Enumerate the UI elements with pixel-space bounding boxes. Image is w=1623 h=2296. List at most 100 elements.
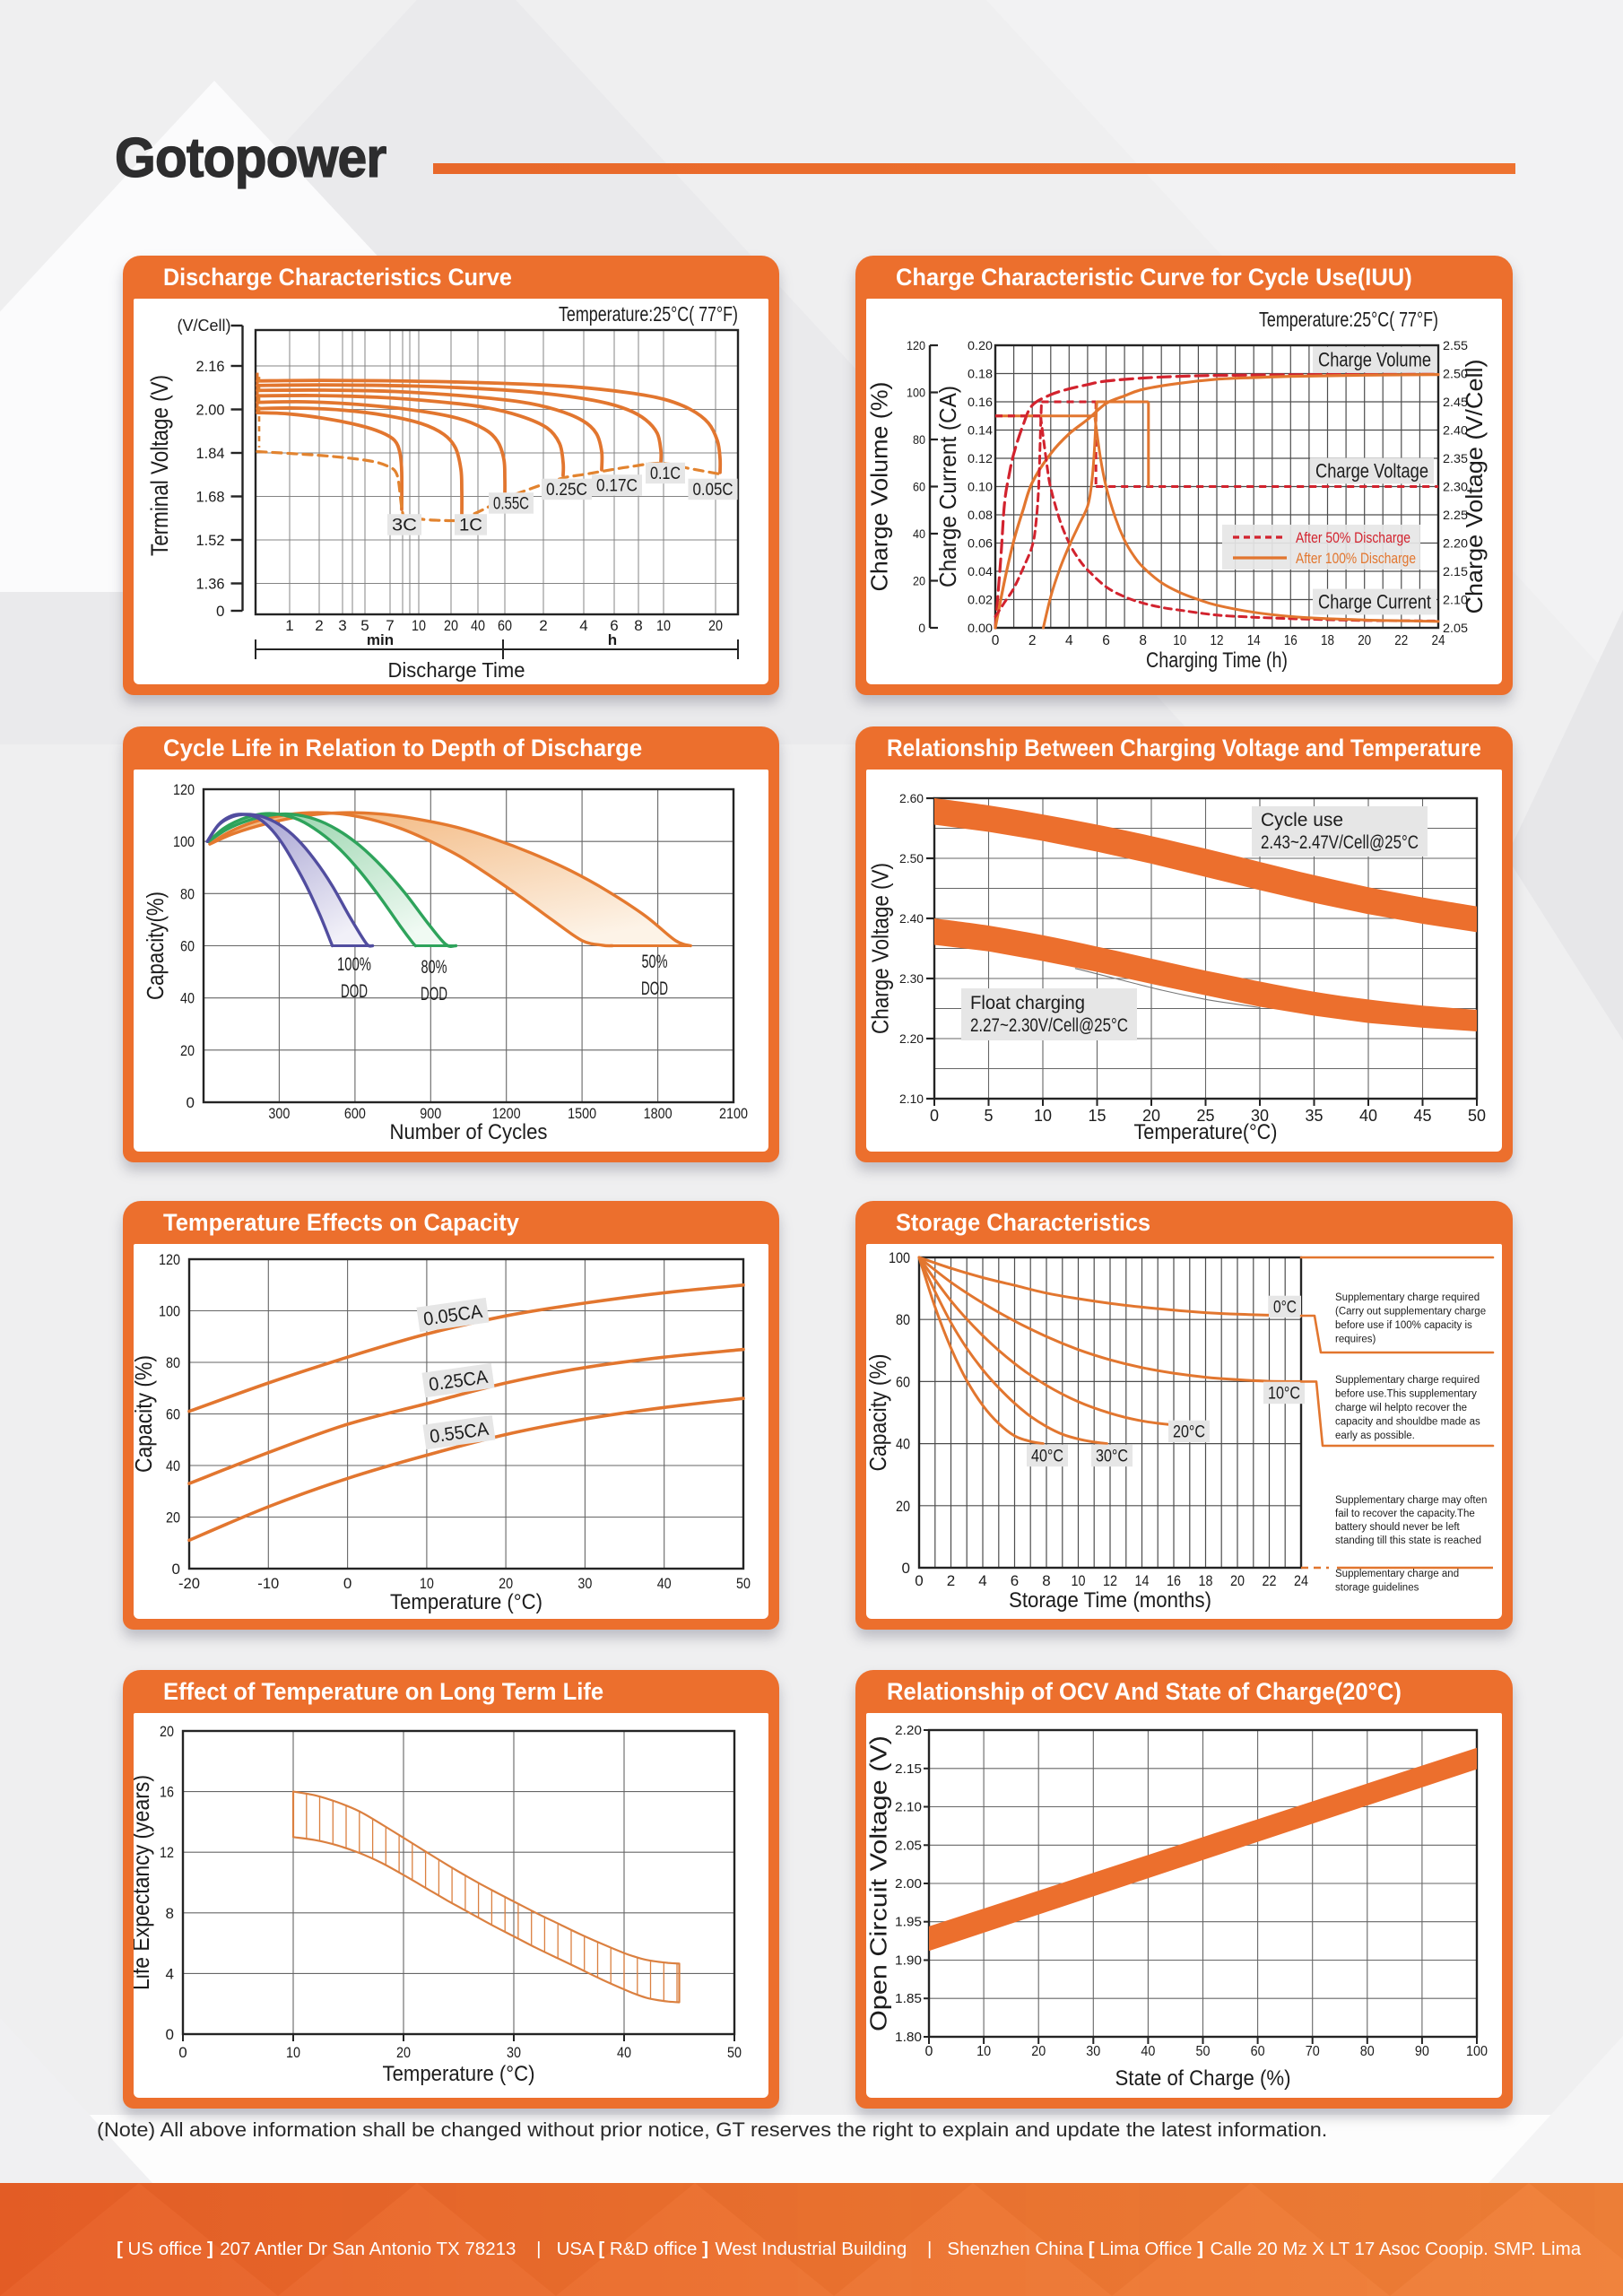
svg-text:2.20: 2.20: [899, 1031, 924, 1046]
svg-text:Charge Voltage: Charge Voltage: [1315, 460, 1428, 483]
svg-text:0: 0: [166, 2026, 174, 2043]
svg-text:Supplementary charge required: Supplementary charge required: [1335, 1292, 1480, 1303]
svg-text:0.05C: 0.05C: [693, 481, 733, 500]
svg-text:0.12: 0.12: [968, 451, 993, 465]
svg-text:4: 4: [1065, 633, 1073, 648]
svg-text:2.60: 2.60: [899, 791, 924, 805]
svg-text:10: 10: [1072, 1572, 1086, 1589]
svg-text:80: 80: [180, 885, 195, 902]
svg-text:0.06: 0.06: [968, 536, 993, 551]
svg-text:10: 10: [1173, 633, 1186, 648]
svg-text:before use.This supplementary: before use.This supplementary: [1335, 1389, 1477, 1400]
svg-text:2.43~2.47V/Cell@25°C: 2.43~2.47V/Cell@25°C: [1261, 832, 1419, 853]
svg-text:fail to recover the capacity.T: fail to recover the capacity.The: [1335, 1509, 1475, 1519]
svg-text:8: 8: [1042, 1572, 1050, 1589]
svg-text:40: 40: [1359, 1107, 1377, 1125]
svg-text:0.17C: 0.17C: [596, 477, 638, 496]
svg-text:2.16: 2.16: [196, 358, 225, 375]
svg-text:0: 0: [178, 2044, 187, 2061]
svg-text:120: 120: [907, 338, 925, 352]
svg-text:80: 80: [896, 1311, 910, 1328]
svg-text:2: 2: [315, 617, 323, 634]
svg-text:0.25C: 0.25C: [546, 481, 587, 500]
svg-text:100%: 100%: [337, 954, 371, 975]
svg-text:1200: 1200: [492, 1105, 521, 1122]
svg-text:2.27~2.30V/Cell@25°C: 2.27~2.30V/Cell@25°C: [970, 1015, 1128, 1036]
svg-text:Charge Voltage (V): Charge Voltage (V): [867, 863, 894, 1034]
svg-text:120: 120: [173, 781, 195, 798]
svg-text:Temperature(°C): Temperature(°C): [1134, 1120, 1278, 1144]
svg-text:30: 30: [1086, 2044, 1100, 2059]
svg-text:4: 4: [166, 1965, 174, 1982]
svg-text:1.36: 1.36: [196, 576, 225, 593]
svg-text:0: 0: [216, 603, 224, 620]
svg-text:3: 3: [338, 617, 346, 634]
svg-text:2.00: 2.00: [895, 1876, 922, 1892]
svg-text:0.18: 0.18: [968, 367, 993, 381]
svg-text:charge wil helpto recover the: charge wil helpto recover the: [1335, 1403, 1467, 1413]
svg-text:20: 20: [160, 1723, 174, 1740]
svg-text:1800: 1800: [644, 1105, 673, 1122]
svg-text:2.40: 2.40: [1443, 423, 1468, 438]
svg-text:0°C: 0°C: [1273, 1299, 1297, 1318]
svg-text:2.40: 2.40: [899, 911, 924, 926]
svg-text:16: 16: [160, 1784, 174, 1801]
svg-text:22: 22: [1394, 633, 1408, 648]
svg-text:20: 20: [396, 2044, 411, 2061]
svg-text:14: 14: [1247, 633, 1261, 648]
svg-text:State of Charge (%): State of Charge (%): [1115, 2066, 1291, 2091]
svg-text:20: 20: [444, 617, 458, 634]
svg-text:1.90: 1.90: [895, 1953, 922, 1969]
svg-text:0: 0: [918, 621, 925, 635]
svg-text:50: 50: [1468, 1107, 1486, 1125]
svg-text:min: min: [367, 631, 394, 648]
svg-text:Capacity (%): Capacity (%): [866, 1354, 891, 1472]
svg-text:25: 25: [1197, 1107, 1215, 1125]
svg-text:Temperature:25°C( 77°F): Temperature:25°C( 77°F): [1259, 308, 1438, 331]
svg-text:20: 20: [708, 617, 723, 634]
svg-text:10: 10: [1034, 1107, 1052, 1125]
svg-text:2.55: 2.55: [1443, 338, 1468, 352]
svg-text:0: 0: [187, 1094, 195, 1111]
svg-text:1C: 1C: [459, 517, 482, 535]
svg-text:80: 80: [913, 432, 925, 447]
svg-text:Cycle use: Cycle use: [1261, 810, 1343, 831]
svg-text:6: 6: [1102, 633, 1110, 648]
svg-text:60: 60: [166, 1406, 180, 1423]
svg-text:2: 2: [1028, 633, 1037, 648]
svg-text:2.05: 2.05: [1443, 621, 1468, 635]
svg-text:2.50: 2.50: [1443, 367, 1468, 381]
svg-text:100: 100: [889, 1249, 910, 1266]
svg-text:40: 40: [896, 1436, 910, 1453]
svg-text:Life Expectancy (years): Life Expectancy (years): [134, 1775, 154, 1990]
svg-text:2.20: 2.20: [1443, 536, 1468, 551]
svg-text:20: 20: [1358, 633, 1371, 648]
svg-text:10: 10: [976, 2044, 991, 2059]
svg-text:Charge Volume: Charge Volume: [1318, 349, 1431, 371]
svg-text:12: 12: [1211, 633, 1224, 648]
svg-text:2.00: 2.00: [196, 402, 225, 419]
svg-text:Temperature (°C): Temperature (°C): [383, 2062, 535, 2086]
svg-text:70: 70: [1306, 2044, 1320, 2059]
svg-text:2.30: 2.30: [899, 971, 924, 986]
svg-text:2.05: 2.05: [895, 1838, 922, 1853]
svg-text:10°C: 10°C: [1268, 1385, 1300, 1404]
svg-text:1.68: 1.68: [196, 489, 225, 506]
svg-text:100: 100: [159, 1303, 180, 1320]
svg-text:0.55C: 0.55C: [493, 495, 529, 514]
svg-text:2.20: 2.20: [895, 1723, 922, 1738]
svg-text:10: 10: [286, 2044, 300, 2061]
svg-text:80: 80: [166, 1354, 180, 1371]
svg-text:4: 4: [978, 1572, 986, 1589]
svg-text:1500: 1500: [568, 1105, 596, 1122]
svg-text:30°C: 30°C: [1096, 1448, 1128, 1466]
svg-text:Supplementary charge may often: Supplementary charge may often: [1335, 1495, 1487, 1506]
svg-text:Storage Time (months): Storage Time (months): [1009, 1588, 1211, 1613]
svg-text:40: 40: [657, 1575, 672, 1592]
svg-text:-20: -20: [178, 1575, 200, 1592]
svg-text:0.00: 0.00: [968, 621, 993, 635]
svg-text:100: 100: [1466, 2044, 1488, 2059]
svg-text:10: 10: [420, 1575, 434, 1592]
svg-text:6: 6: [610, 617, 618, 634]
svg-text:60: 60: [498, 617, 512, 634]
